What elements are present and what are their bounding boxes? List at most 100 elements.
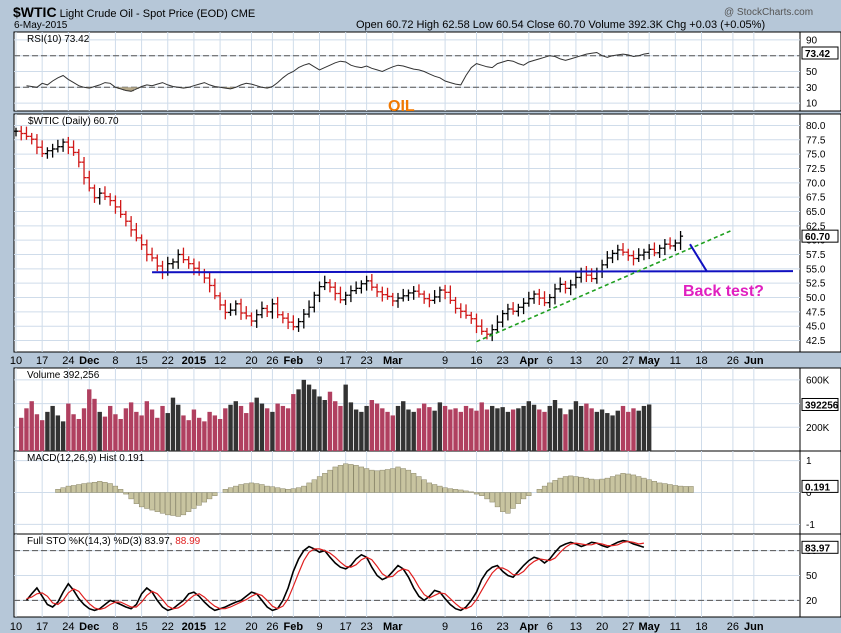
- macd-hist-bar: [636, 476, 642, 493]
- volume-last-value: 392256: [805, 400, 839, 411]
- volume-title: Volume 392,256: [27, 370, 100, 381]
- sto-tick-label: 50: [806, 571, 818, 582]
- x-tick-label: 9: [316, 621, 322, 633]
- volume-bar: [233, 401, 238, 451]
- macd-hist-bar: [264, 485, 270, 493]
- macd-hist-bar: [207, 492, 213, 500]
- volume-bar: [495, 408, 500, 451]
- volume-bar: [442, 405, 448, 451]
- price-tick-label: 70.0: [806, 178, 826, 189]
- volume-bar: [558, 408, 563, 451]
- sto-tick-label: 20: [806, 596, 818, 607]
- macd-hist-bar: [442, 487, 448, 493]
- price-bar: [186, 256, 192, 269]
- macd-hist-bar: [473, 492, 480, 495]
- volume-bar: [568, 409, 573, 451]
- price-bar: [107, 193, 113, 206]
- macd-hist-bar: [201, 492, 207, 503]
- volume-bar: [87, 389, 92, 451]
- price-bar: [405, 289, 411, 301]
- volume-bar: [516, 408, 521, 451]
- price-tick-label: 52.5: [806, 279, 826, 290]
- price-bar: [505, 303, 511, 321]
- macd-hist-bar: [505, 492, 511, 514]
- macd-hist-bar: [259, 484, 265, 493]
- volume-bar: [113, 414, 118, 451]
- price-bar: [337, 286, 343, 304]
- volume-bar: [380, 408, 385, 451]
- macd-hist-bar: [630, 474, 637, 493]
- macd-hist-bar: [353, 465, 359, 493]
- macd-hist-bar: [222, 489, 228, 493]
- price-bar: [400, 288, 406, 302]
- macd-hist-bar: [479, 492, 485, 496]
- price-bar: [322, 275, 328, 291]
- x-tick-label: Jun: [744, 621, 764, 633]
- price-bar: [233, 300, 239, 316]
- volume-bar: [212, 415, 218, 451]
- price-bar: [437, 286, 443, 303]
- macd-hist-bar: [306, 482, 312, 493]
- volume-bar: [196, 417, 202, 451]
- price-tick-label: 72.5: [806, 164, 826, 175]
- volume-bar: [249, 402, 254, 451]
- price-bar: [426, 293, 432, 308]
- price-bar: [678, 230, 684, 250]
- uptrend-line: [476, 229, 734, 343]
- volume-bar: [432, 410, 437, 451]
- price-bar: [521, 298, 527, 315]
- volume-bar: [312, 389, 317, 451]
- x-tick-label: 13: [570, 621, 582, 633]
- price-bar: [348, 285, 354, 303]
- macd-hist-bar: [672, 485, 678, 493]
- x-tick-label: 9: [442, 621, 448, 633]
- macd-hist-bar: [667, 484, 673, 493]
- macd-hist-bar: [254, 483, 260, 493]
- macd-hist-bar: [248, 482, 255, 493]
- macd-hist-bar: [91, 482, 98, 493]
- volume-bar: [521, 405, 526, 451]
- x-tick-label: 26: [266, 621, 278, 633]
- volume-bar: [134, 411, 139, 451]
- macd-hist-bar: [573, 476, 579, 493]
- price-bar: [610, 249, 616, 264]
- price-bar: [552, 283, 558, 305]
- price-bar: [86, 170, 92, 192]
- price-bar: [317, 281, 323, 303]
- volume-bar: [60, 421, 66, 451]
- price-bar: [144, 239, 150, 262]
- volume-bar: [322, 400, 327, 451]
- volume-bar: [19, 417, 24, 451]
- x-tick-label: 8: [112, 621, 118, 633]
- x-tick-label: 24: [62, 355, 74, 367]
- volume-bar: [149, 409, 155, 451]
- volume-bar: [479, 402, 484, 451]
- volume-bar: [333, 401, 338, 451]
- price-bar: [29, 132, 35, 145]
- volume-bar: [128, 402, 134, 451]
- price-bar: [285, 313, 291, 330]
- price-bar: [97, 187, 103, 205]
- volume-bar: [181, 415, 186, 451]
- volume-bar: [469, 408, 474, 451]
- x-tick-label: 16: [470, 621, 482, 633]
- volume-bar: [71, 414, 76, 451]
- price-bar: [81, 157, 87, 185]
- macd-hist-bar: [348, 464, 354, 493]
- x-tick-label: 6: [547, 621, 553, 633]
- volume-bar: [401, 401, 406, 451]
- volume-bar: [636, 410, 641, 451]
- price-bar: [416, 284, 422, 298]
- volume-bar: [646, 404, 652, 451]
- macd-hist-bar: [280, 488, 286, 493]
- price-bar: [306, 300, 312, 318]
- watermark: @ StockCharts.com: [724, 7, 814, 18]
- price-last-value: 60.70: [805, 232, 830, 243]
- price-bar: [379, 286, 385, 302]
- volume-bar: [584, 403, 589, 451]
- macd-hist-bar: [374, 470, 380, 493]
- macd-hist-bar: [76, 484, 82, 493]
- macd-hist-bar: [55, 489, 61, 493]
- macd-hist-bar: [196, 492, 202, 506]
- volume-bar: [186, 420, 191, 451]
